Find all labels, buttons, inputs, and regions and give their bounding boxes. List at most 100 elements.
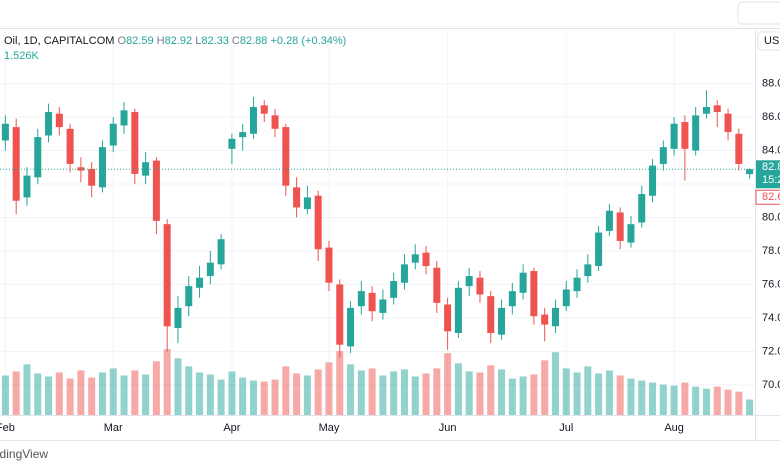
volume-bar (66, 378, 74, 415)
candle-body (217, 239, 225, 265)
candle-body (206, 262, 214, 277)
volume-bar (702, 388, 710, 415)
volume-bar (616, 375, 624, 415)
plot (0, 90, 755, 415)
candle-body (77, 167, 85, 171)
volume-bar (120, 375, 128, 415)
y-tick-label: 88.00 (762, 77, 780, 89)
x-tick-label: Jun (439, 422, 457, 434)
candle-body (724, 113, 732, 133)
candle-body (12, 127, 20, 201)
volume-bar (217, 379, 225, 415)
volume-bar (109, 368, 117, 415)
volume-bar (454, 363, 462, 415)
candle-body (627, 224, 635, 243)
volume-bar (303, 375, 311, 415)
currency[interactable]: USD (764, 35, 780, 47)
x-tick-label: Mar (104, 422, 123, 434)
candle-body (519, 272, 527, 293)
volume-bar (595, 373, 603, 415)
legend: Oil, 1D, CAPITALCOM O82.59 H82.92 L82.33… (4, 35, 346, 47)
candle-body (357, 291, 365, 307)
candle-body (88, 168, 96, 186)
candle-body (1, 123, 9, 141)
volume-bar (34, 373, 42, 415)
volume-bar (476, 372, 484, 415)
legend-close: 82.88 (240, 35, 268, 47)
candle-body (670, 123, 678, 149)
candle-body (454, 287, 462, 333)
volume-bar (530, 374, 538, 415)
y-tick-label: 78.00 (762, 245, 780, 257)
candle-body (239, 132, 247, 138)
toolbar-box[interactable] (737, 1, 780, 25)
candle-body (282, 127, 290, 186)
prev-label: 82.6 (762, 191, 780, 203)
y-tick-label: 80.00 (762, 211, 780, 223)
volume-bar (142, 374, 150, 415)
countdown: 15:2 (762, 174, 780, 186)
volume-bar (562, 368, 570, 415)
volume-bar (206, 374, 214, 415)
candle-body (487, 296, 495, 333)
candle-body (142, 162, 150, 176)
candle-body (368, 292, 376, 312)
volume-bar (519, 376, 527, 415)
candle-body (249, 107, 257, 134)
candle-body (638, 194, 646, 223)
volume-bar (88, 377, 96, 415)
axes: 70.0072.0074.0076.0078.0080.0082.0084.00… (0, 77, 780, 434)
candle-body (735, 133, 743, 164)
candle-body (616, 212, 624, 241)
volume-bar (271, 379, 279, 415)
legend-symbol: Oil, 1D, CAPITALCOM (4, 35, 114, 47)
volume-bar (174, 358, 182, 415)
candle-body (109, 123, 117, 146)
volume-bar (692, 386, 700, 415)
y-tick-label: 74.00 (762, 312, 780, 324)
volume-bar (368, 368, 376, 415)
candle-body (390, 281, 398, 298)
volume-bar (573, 372, 581, 415)
candle-body (562, 289, 570, 307)
candle-body (508, 291, 516, 307)
candle-body (314, 195, 322, 250)
x-tick-label: May (319, 422, 340, 434)
candle-body (573, 277, 581, 292)
volume-bar (541, 360, 549, 415)
candle-body (476, 277, 484, 295)
candle-body (55, 113, 63, 128)
volume-bar (293, 373, 301, 415)
candle-body (400, 264, 408, 283)
volume-bar (325, 362, 333, 415)
legend-high: 82.92 (165, 35, 193, 47)
volume-bar (282, 366, 290, 415)
volume-bar (465, 371, 473, 415)
volume-bar (249, 380, 257, 415)
candle-body (185, 286, 193, 307)
candle-body (163, 224, 171, 327)
candle-body (347, 307, 355, 347)
x-tick-label: Jul (559, 422, 573, 434)
candle-body (131, 112, 139, 174)
candle-body (66, 128, 74, 164)
candle-body (379, 299, 387, 313)
last-price-badge (756, 160, 780, 189)
currency-button[interactable] (757, 31, 780, 51)
volume-bar (638, 380, 646, 415)
volume-bar (390, 371, 398, 415)
candle-body (584, 264, 592, 277)
volume-bar (487, 365, 495, 415)
candle-body (605, 210, 613, 231)
candle-body (196, 277, 204, 288)
candle-body (325, 247, 333, 283)
candle-body (293, 187, 301, 208)
candle-body (422, 252, 430, 267)
candle-body (530, 271, 538, 317)
volume-bar (45, 376, 53, 415)
legend-l: L (195, 35, 201, 47)
volume-bar (55, 372, 63, 415)
candle-body (649, 165, 657, 196)
volume-bar (260, 381, 268, 415)
